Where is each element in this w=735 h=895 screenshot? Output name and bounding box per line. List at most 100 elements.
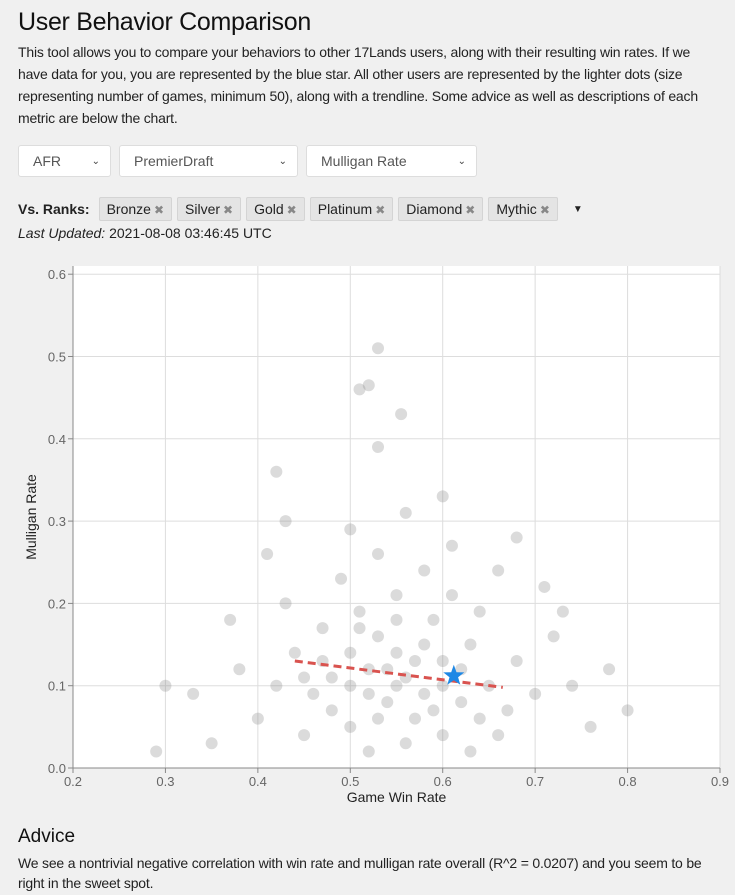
remove-icon[interactable]: ✖ xyxy=(465,203,476,217)
data-point xyxy=(270,679,283,692)
data-point xyxy=(621,704,634,717)
x-tick-label: 0.7 xyxy=(526,774,544,789)
data-point xyxy=(372,630,385,643)
remove-icon[interactable]: ✖ xyxy=(223,203,234,217)
dropdown-caret-icon[interactable]: ▼ xyxy=(572,203,583,215)
x-tick-label: 0.9 xyxy=(711,774,729,789)
data-point xyxy=(455,696,468,709)
y-tick-label: 0.4 xyxy=(48,432,66,447)
data-point xyxy=(316,622,329,635)
metric-select-value: Mulligan Rate xyxy=(321,153,407,169)
chevron-down-icon: ⌄ xyxy=(91,155,100,167)
data-point xyxy=(538,580,551,593)
rank-chip-gold: Gold ✖ xyxy=(246,197,305,221)
data-point xyxy=(390,613,403,626)
y-tick-label: 0.1 xyxy=(48,679,66,694)
data-point xyxy=(270,465,283,478)
data-point xyxy=(159,679,172,692)
rank-chip-label: Silver xyxy=(185,201,221,217)
y-tick-label: 0.6 xyxy=(48,267,66,282)
data-point xyxy=(307,687,320,700)
data-point xyxy=(381,696,394,709)
data-point xyxy=(445,589,458,602)
data-point xyxy=(492,564,505,577)
data-point xyxy=(187,687,200,700)
data-point xyxy=(251,712,264,725)
data-point xyxy=(418,564,431,577)
data-point xyxy=(427,704,440,717)
ranks-multiselect: Vs. Ranks: Bronze ✖ Silver ✖ Gold ✖ Platinum ✖ D… xyxy=(18,197,717,221)
rank-chip-mythic: Mythic ✖ xyxy=(488,197,558,221)
data-point xyxy=(390,679,403,692)
data-point xyxy=(298,671,311,684)
data-point xyxy=(399,506,412,519)
data-point xyxy=(372,548,385,561)
data-point xyxy=(501,704,514,717)
data-point xyxy=(464,638,477,651)
data-point xyxy=(556,605,569,618)
page-title: User Behavior Comparison xyxy=(18,8,311,36)
data-point xyxy=(325,704,338,717)
trendline xyxy=(294,659,503,689)
data-point xyxy=(436,679,449,692)
plot-area xyxy=(73,265,720,768)
rank-chip-label: Platinum xyxy=(317,201,373,217)
metric-select[interactable]: Mulligan Rate ⌄ xyxy=(306,145,477,177)
data-point xyxy=(529,687,542,700)
data-point xyxy=(464,745,477,758)
data-point xyxy=(395,408,408,421)
rank-chip-label: Diamond xyxy=(406,201,463,217)
rank-chip-silver: Silver ✖ xyxy=(177,197,242,221)
rank-chip-platinum: Platinum ✖ xyxy=(309,197,394,221)
last-updated-value: 2021-08-08 03:46:45 UTC xyxy=(109,225,272,241)
user-star-icon xyxy=(443,664,465,685)
format-select[interactable]: PremierDraft ⌄ xyxy=(119,145,298,177)
data-point xyxy=(362,687,375,700)
set-select-value: AFR xyxy=(33,153,61,169)
chevron-down-icon: ⌄ xyxy=(457,155,466,167)
last-updated: Last Updated: 2021-08-08 03:46:45 UTC xyxy=(18,225,717,241)
data-point xyxy=(372,712,385,725)
data-point xyxy=(261,548,274,561)
data-point xyxy=(492,729,505,742)
data-point xyxy=(353,622,366,635)
remove-icon[interactable]: ✖ xyxy=(539,203,550,217)
data-point xyxy=(344,720,357,733)
remove-icon[interactable]: ✖ xyxy=(375,203,386,217)
data-point xyxy=(408,712,421,725)
y-tick-label: 0.3 xyxy=(48,514,66,529)
data-point xyxy=(418,638,431,651)
data-point xyxy=(288,646,301,659)
data-point xyxy=(353,383,366,396)
data-point xyxy=(510,655,523,668)
data-point xyxy=(436,729,449,742)
data-point xyxy=(344,523,357,536)
rank-chip-label: Gold xyxy=(254,201,284,217)
y-tick-label: 0.2 xyxy=(48,596,66,611)
ranks-label: Vs. Ranks: xyxy=(18,201,90,217)
y-axis-label: Mulligan Rate xyxy=(23,474,39,560)
remove-icon[interactable]: ✖ xyxy=(153,203,165,217)
last-updated-label: Last Updated: xyxy=(18,225,106,241)
data-point xyxy=(399,737,412,750)
x-tick-label: 0.3 xyxy=(156,774,174,789)
scatter-chart: 0.2 0.3 0.4 0.5 0.6 0.7 0.8 0.9 0.0 0.1 0.2 0.3 0.4 0… xyxy=(23,265,729,805)
x-tick-label: 0.6 xyxy=(434,774,452,789)
x-tick-label: 0.2 xyxy=(64,774,82,789)
data-point xyxy=(436,490,449,503)
data-point xyxy=(362,663,375,676)
data-point xyxy=(390,589,403,602)
data-point xyxy=(418,687,431,700)
data-point xyxy=(408,655,421,668)
y-tick-label: 0.5 xyxy=(48,350,66,365)
data-point xyxy=(372,342,385,355)
data-point xyxy=(584,720,597,733)
data-point xyxy=(205,737,218,750)
advice-text: We see a nontrivial negative correlation… xyxy=(18,855,702,891)
x-tick-label: 0.5 xyxy=(341,774,359,789)
data-point xyxy=(279,597,292,610)
remove-icon[interactable]: ✖ xyxy=(286,203,297,217)
data-point xyxy=(233,663,246,676)
set-select[interactable]: AFR ⌄ xyxy=(18,145,111,177)
data-point xyxy=(344,679,357,692)
